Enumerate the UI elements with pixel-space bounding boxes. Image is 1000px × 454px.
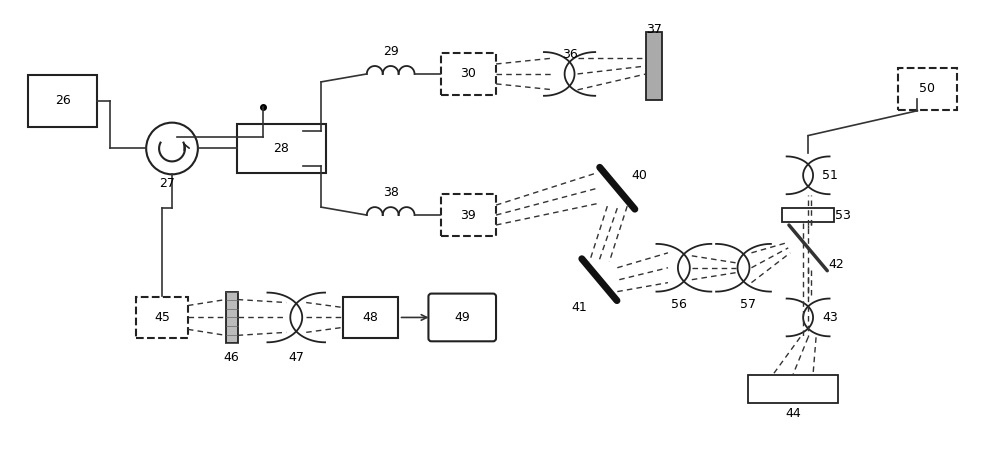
FancyBboxPatch shape — [343, 296, 398, 338]
FancyBboxPatch shape — [441, 53, 496, 95]
FancyBboxPatch shape — [782, 208, 834, 222]
Text: 51: 51 — [822, 169, 838, 182]
Text: 47: 47 — [288, 350, 304, 364]
FancyBboxPatch shape — [28, 75, 97, 127]
FancyBboxPatch shape — [428, 294, 496, 341]
Text: 36: 36 — [562, 48, 577, 60]
Text: 28: 28 — [273, 142, 289, 155]
Text: 46: 46 — [224, 350, 240, 364]
FancyBboxPatch shape — [237, 123, 326, 173]
Text: 43: 43 — [822, 311, 838, 324]
FancyBboxPatch shape — [898, 68, 957, 110]
Text: 48: 48 — [363, 311, 379, 324]
Text: 40: 40 — [631, 169, 647, 182]
Text: 41: 41 — [572, 301, 587, 314]
FancyBboxPatch shape — [136, 296, 188, 338]
Text: 29: 29 — [383, 45, 399, 58]
Text: 37: 37 — [646, 23, 662, 36]
Text: 49: 49 — [454, 311, 470, 324]
Text: 26: 26 — [55, 94, 71, 107]
Text: 50: 50 — [919, 82, 935, 95]
Text: 39: 39 — [460, 208, 476, 222]
Text: 44: 44 — [785, 407, 801, 420]
Text: 42: 42 — [828, 258, 844, 271]
Text: 45: 45 — [154, 311, 170, 324]
Text: 53: 53 — [835, 208, 851, 222]
Text: 38: 38 — [383, 186, 399, 199]
FancyBboxPatch shape — [226, 291, 238, 343]
Text: 56: 56 — [671, 298, 687, 311]
Text: 57: 57 — [740, 298, 756, 311]
FancyBboxPatch shape — [441, 194, 496, 236]
Text: 27: 27 — [159, 177, 175, 190]
FancyBboxPatch shape — [646, 32, 662, 100]
FancyBboxPatch shape — [748, 375, 838, 403]
Text: 30: 30 — [460, 68, 476, 80]
